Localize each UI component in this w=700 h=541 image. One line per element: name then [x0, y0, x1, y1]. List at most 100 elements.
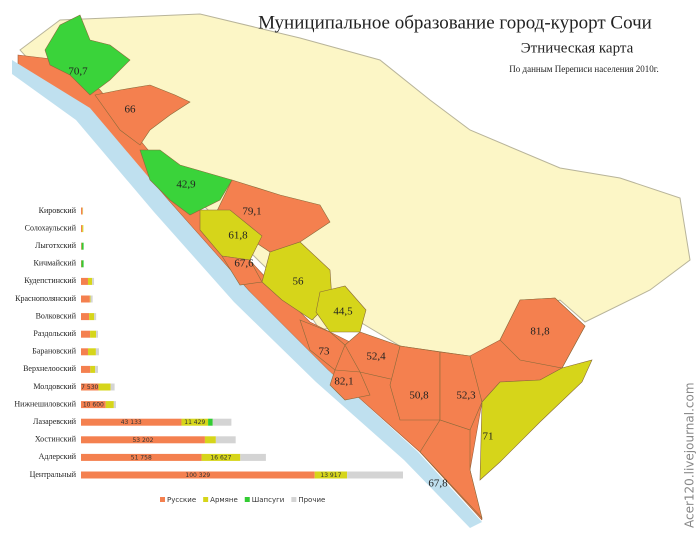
bar-segment — [96, 330, 99, 338]
bar-segment — [81, 313, 90, 321]
category-label: Лыготхский — [35, 241, 77, 250]
bar-segment — [81, 242, 82, 250]
value-label: 43 133 — [121, 419, 142, 426]
sea — [12, 60, 482, 528]
bar-segment — [240, 453, 266, 461]
bar-chart: Кировский Солохаульский Лыготхский Кичмайск… — [14, 206, 403, 479]
category-label: Кичмайский — [34, 259, 77, 268]
subtitle: Этническая карта — [521, 40, 634, 56]
region-label: 42,9 — [176, 179, 196, 191]
bar-segment — [81, 365, 91, 373]
bar-segment — [81, 225, 83, 233]
region-label: 70,7 — [68, 66, 88, 78]
bar-segment — [87, 277, 93, 285]
region — [329, 369, 371, 401]
category-label: Солохаульский — [25, 223, 77, 232]
watermark: Acer120.livejournal.com — [683, 382, 697, 528]
bar-segment — [208, 418, 213, 426]
bar-segment — [81, 260, 84, 268]
bar-segment — [94, 313, 97, 321]
value-label: 13 917 — [320, 472, 341, 479]
region — [479, 359, 593, 481]
category-label: Раздольский — [33, 329, 76, 338]
category-label: Барановский — [32, 347, 76, 356]
region — [139, 149, 233, 216]
bar-segment — [201, 453, 241, 461]
region-label: 61,8 — [228, 230, 248, 242]
bar-segment — [81, 295, 90, 303]
legend: Русские Армяне Шапсуги Прочие — [160, 496, 325, 504]
value-label: 10 600 — [83, 402, 104, 409]
region — [299, 319, 346, 371]
bar-segment — [81, 453, 202, 461]
bar-segment — [212, 418, 232, 426]
bar-segment — [105, 401, 114, 409]
bar-segment — [110, 383, 115, 391]
bar-segment — [92, 277, 95, 285]
bar-segment — [314, 471, 348, 479]
bar-segment — [82, 225, 84, 233]
region — [419, 419, 483, 520]
region-label: 67,8 — [428, 478, 448, 490]
region-label: 56 — [293, 276, 305, 288]
bar-segment — [113, 401, 116, 409]
source: По данным Переписи населения 2010г. — [509, 64, 658, 74]
legend-swatch — [160, 497, 165, 502]
bar-segment — [87, 348, 96, 356]
value-label: 7 530 — [81, 384, 98, 391]
bar-segment — [81, 436, 205, 444]
bar-segment — [98, 383, 111, 391]
bar-segment — [81, 418, 182, 426]
legend-label: Русские — [167, 496, 196, 504]
category-label: Нижнешиловский — [14, 399, 76, 408]
region — [94, 84, 191, 146]
legend-swatch — [203, 497, 209, 502]
bar-segment — [215, 436, 236, 444]
legend-swatch — [244, 497, 250, 502]
region-label: 79,1 — [242, 206, 261, 218]
bar-segment — [81, 207, 83, 215]
regions: 70,7 66 42,9 79,1 61,8 67,6 56 44,5 73 52,4 82,1 50… — [44, 14, 593, 520]
bar-segment — [181, 418, 209, 426]
category-label: Молдовский — [33, 382, 76, 391]
bar-segment — [204, 436, 216, 444]
bar-segment — [347, 471, 403, 479]
region — [499, 297, 586, 369]
region-label: 81,8 — [530, 326, 550, 338]
bar-segment — [81, 383, 99, 391]
bar-segment — [81, 471, 315, 479]
legend-swatch — [291, 497, 297, 502]
category-label: Адлерский — [39, 452, 77, 461]
bar-segment — [90, 330, 97, 338]
bar-segment — [81, 401, 106, 409]
category-label: Кудепстинский — [24, 276, 76, 285]
bar-segment — [81, 330, 91, 338]
value-label: 53 202 — [132, 437, 153, 444]
bar-segment — [90, 365, 96, 373]
value-label: 51 758 — [131, 454, 152, 461]
bar-segment — [81, 277, 88, 285]
bar-segment — [89, 313, 95, 321]
category-label: Хостинский — [35, 435, 77, 444]
bar-segment — [81, 242, 84, 250]
region-label: 44,5 — [333, 306, 353, 318]
bar-segment — [89, 295, 91, 303]
region-label: 82,1 — [334, 376, 353, 388]
title: Муниципальное образование город-курорт С… — [258, 12, 652, 33]
value-label: 16 627 — [210, 454, 231, 461]
category-label: Краснополянский — [15, 294, 77, 303]
region-label: 66 — [125, 104, 137, 116]
bar-segment — [95, 348, 99, 356]
region — [44, 14, 131, 96]
category-label: Лазаревский — [33, 417, 77, 426]
category-label: Верхнелооский — [23, 364, 77, 373]
region — [439, 351, 483, 431]
legend-label: Прочие — [298, 496, 325, 504]
region — [389, 345, 441, 421]
bar-segment — [95, 365, 99, 373]
legend-label: Армяне — [210, 496, 238, 504]
category-label: Кировский — [39, 206, 77, 215]
bar-segment — [81, 348, 88, 356]
region-label: 67,6 — [234, 258, 254, 270]
